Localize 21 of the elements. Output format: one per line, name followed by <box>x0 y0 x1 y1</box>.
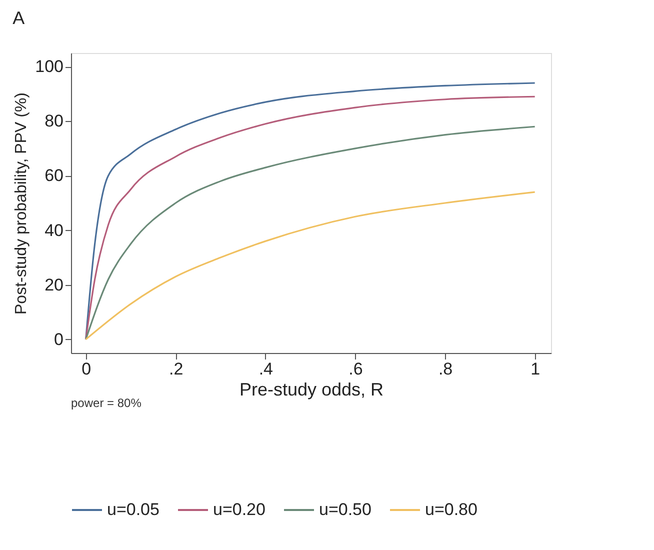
y-tick-label: 0 <box>54 330 64 349</box>
x-tick-label: .6 <box>348 360 363 378</box>
y-tick-label: 20 <box>44 275 64 294</box>
y-tick-label: 80 <box>44 112 64 131</box>
legend-label: u=0.80 <box>425 500 478 519</box>
y-tick-label: 40 <box>44 220 64 240</box>
x-tick-label: .4 <box>258 360 274 378</box>
text: power = 80% <box>71 396 142 410</box>
y-tick-label: 60 <box>44 166 64 186</box>
x-axis-title: Pre-study odds, R <box>239 380 384 400</box>
x-tick-label: .2 <box>169 360 184 378</box>
legend-label: u=0.20 <box>213 500 266 519</box>
x-tick-label: 1 <box>530 360 540 378</box>
chart-title: A <box>12 8 25 28</box>
line-series <box>85 191 536 340</box>
x-tick-label: .8 <box>438 360 453 378</box>
x-tick-label: 0 <box>82 360 92 378</box>
legend-label: u=0.05 <box>107 500 160 519</box>
y-tick-label: 100 <box>35 57 64 76</box>
legend-label: u=0.50 <box>319 500 372 519</box>
y-axis-title: Post-study probability, PPV (%) <box>13 92 30 315</box>
